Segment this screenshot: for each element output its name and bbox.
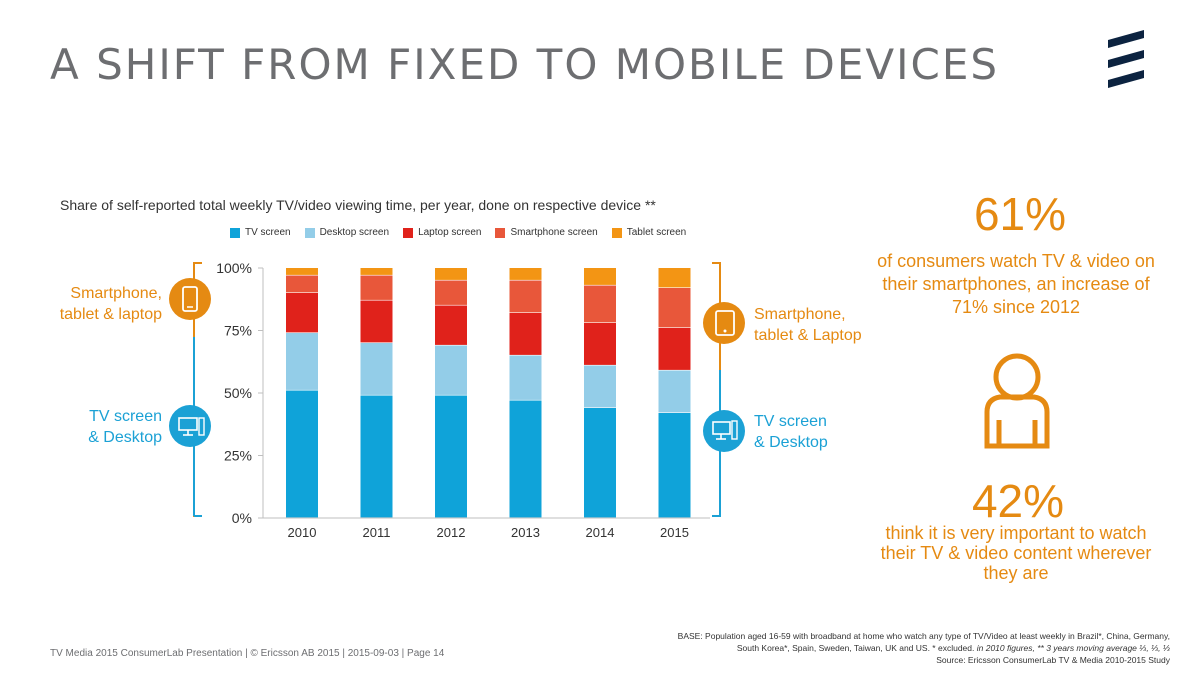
bar-segment-2012-3 (435, 280, 467, 305)
legend-label: Tablet screen (626, 227, 687, 238)
x-tick-label: 2015 (660, 525, 689, 540)
legend-swatch (495, 227, 506, 238)
footer: TV Media 2015 ConsumerLab Presentation |… (50, 648, 445, 659)
bar-segment-2010-1 (286, 333, 318, 390)
bar-segment-2010-4 (286, 268, 318, 275)
base-note: BASE: Population aged 16-59 with broadba… (610, 630, 1170, 666)
left-group-bottom-label: TV screen & Desktop (60, 406, 162, 448)
bar-segment-2010-3 (286, 275, 318, 293)
left-group-top-text: Smartphone, tablet & laptop (59, 285, 162, 323)
legend-label: Laptop screen (418, 227, 482, 238)
legend-label: Smartphone screen (510, 227, 598, 238)
stat2-text: think it is very important to watch thei… (880, 523, 1152, 583)
base-line-2: South Korea*, Spain, Sweden, Taiwan, UK … (610, 642, 1170, 654)
bar-segment-2015-3 (658, 288, 691, 328)
bar-segment-2015-0 (658, 413, 691, 518)
legend-swatch (611, 227, 622, 238)
legend-label: Desktop screen (319, 227, 390, 238)
y-tick-label: 0% (232, 510, 252, 526)
legend-item-1: Desktop screen (304, 227, 390, 238)
desktop-icon (169, 405, 211, 447)
right-group-top-label: Smartphone, tablet & Laptop (754, 304, 884, 346)
bar-segment-2014-0 (584, 408, 616, 518)
x-tick-label: 2010 (288, 525, 317, 540)
bar-segment-2013-3 (509, 280, 542, 313)
y-tick-label: 50% (224, 385, 252, 401)
bar-segment-2011-1 (360, 343, 393, 395)
left-group-top-label: Smartphone, tablet & laptop (48, 283, 162, 325)
left-group-bottom-text: TV screen & Desktop (88, 408, 162, 446)
bar-segment-2011-3 (360, 275, 393, 300)
bar-segment-2010-0 (286, 390, 318, 518)
stat2-value: 42% (971, 475, 1065, 527)
source-line: Source: Ericsson ConsumerLab TV & Media … (936, 655, 1170, 665)
bar-segment-2015-4 (658, 268, 691, 288)
bar-segment-2014-1 (584, 365, 616, 408)
bar-segment-2013-2 (509, 313, 542, 355)
bar-segment-2015-2 (658, 328, 691, 370)
legend-item-3: Smartphone screen (495, 227, 598, 238)
right-group-top-text: Smartphone, tablet & Laptop (754, 306, 862, 344)
base-line-2b: in 2010 figures, ** 3 years moving avera… (976, 643, 1170, 653)
legend-swatch (403, 227, 414, 238)
right-bracket (712, 262, 721, 517)
y-tick-label: 25% (224, 448, 252, 464)
bar-segment-2013-0 (509, 400, 542, 518)
right-group-bottom-text: TV screen & Desktop (754, 413, 828, 451)
bar-segment-2011-4 (360, 268, 393, 275)
x-tick-label: 2012 (437, 525, 466, 540)
legend-item-4: Tablet screen (611, 227, 687, 238)
slide-title: A SHIFT FROM FIXED TO MOBILE DEVICES (50, 40, 1000, 89)
legend-swatch (304, 227, 315, 238)
legend-item-0: TV screen (230, 227, 291, 238)
y-tick-label: 75% (224, 323, 252, 339)
bar-segment-2012-2 (435, 305, 467, 345)
person-icon (984, 353, 1050, 449)
bar-segment-2015-1 (658, 370, 691, 413)
bar-segment-2014-3 (584, 285, 616, 323)
bar-segment-2013-1 (509, 355, 542, 400)
stat1-text: of consumers watch TV & video on their s… (877, 251, 1155, 317)
chart-title: Share of self-reported total weekly TV/v… (60, 197, 656, 213)
base-line-2a: South Korea*, Spain, Sweden, Taiwan, UK … (736, 643, 977, 653)
ericsson-logo (1108, 30, 1144, 88)
bar-segment-2012-0 (435, 395, 467, 518)
right-group-bottom-label: TV screen & Desktop (754, 411, 864, 453)
x-tick-label: 2014 (586, 525, 615, 540)
base-line-1: BASE: Population aged 16-59 with broadba… (677, 631, 1170, 641)
chart-legend: TV screen Desktop screen Laptop screen Smar… (230, 227, 686, 238)
legend-label: TV screen (245, 227, 291, 238)
bar-segment-2012-1 (435, 345, 467, 395)
phone-icon (169, 278, 211, 320)
tablet-icon (703, 302, 745, 344)
bar-segment-2011-2 (360, 300, 393, 343)
bar-segment-2014-2 (584, 323, 616, 365)
legend-item-2: Laptop screen (403, 227, 481, 238)
bar-segment-2011-0 (360, 395, 393, 518)
x-tick-label: 2011 (363, 525, 391, 540)
bar-segment-2013-4 (509, 268, 542, 280)
bar-segment-2010-2 (286, 293, 318, 333)
bar-segment-2014-4 (584, 268, 616, 285)
legend-swatch (230, 227, 240, 238)
monitor-icon (703, 410, 745, 452)
stat1-value: 61% (973, 188, 1067, 240)
bar-segment-2012-4 (435, 268, 467, 280)
y-tick-label: 100% (216, 260, 252, 276)
x-tick-label: 2013 (511, 525, 540, 540)
